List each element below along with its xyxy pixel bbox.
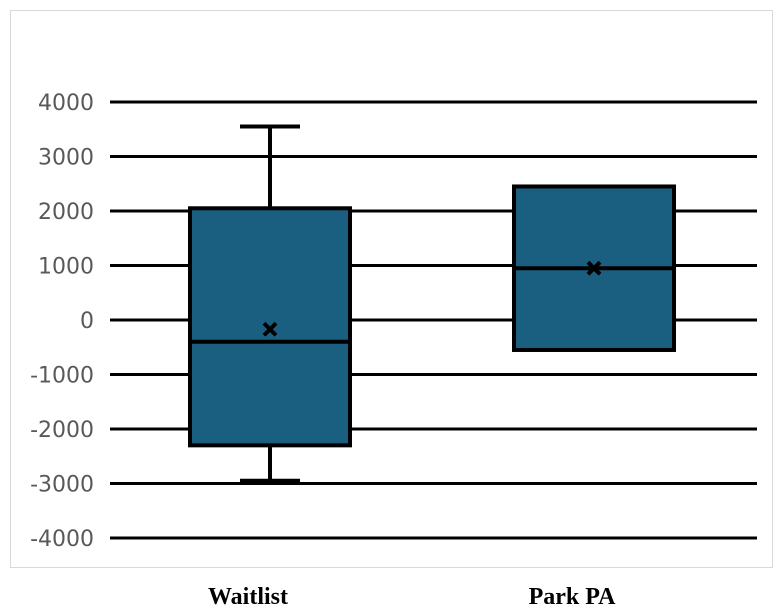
y-tick-label: 3000 xyxy=(38,146,94,171)
y-tick-label: -1000 xyxy=(30,364,94,389)
y-tick-label: 4000 xyxy=(38,91,94,116)
mean-marker xyxy=(586,260,602,276)
x-category-label: Waitlist xyxy=(208,584,288,610)
y-tick-label: 1000 xyxy=(38,255,94,280)
box-waitlist xyxy=(188,124,352,483)
gridlines xyxy=(110,100,757,540)
boxes xyxy=(188,124,676,483)
x-category-label: Park PA xyxy=(529,584,617,610)
y-tick-label: 0 xyxy=(80,309,94,334)
x-axis-categories: Waitlist Park PA xyxy=(208,584,616,610)
y-tick-label: 2000 xyxy=(38,200,94,225)
y-tick-label: -2000 xyxy=(30,418,94,443)
y-tick-label: -3000 xyxy=(30,473,94,498)
mean-marker xyxy=(262,321,278,337)
y-axis-ticks: 4000 3000 2000 1000 0 -1000 -2000 -3000 -4000 xyxy=(30,91,94,552)
box-park-pa xyxy=(512,184,676,352)
y-tick-label: -4000 xyxy=(30,527,94,552)
